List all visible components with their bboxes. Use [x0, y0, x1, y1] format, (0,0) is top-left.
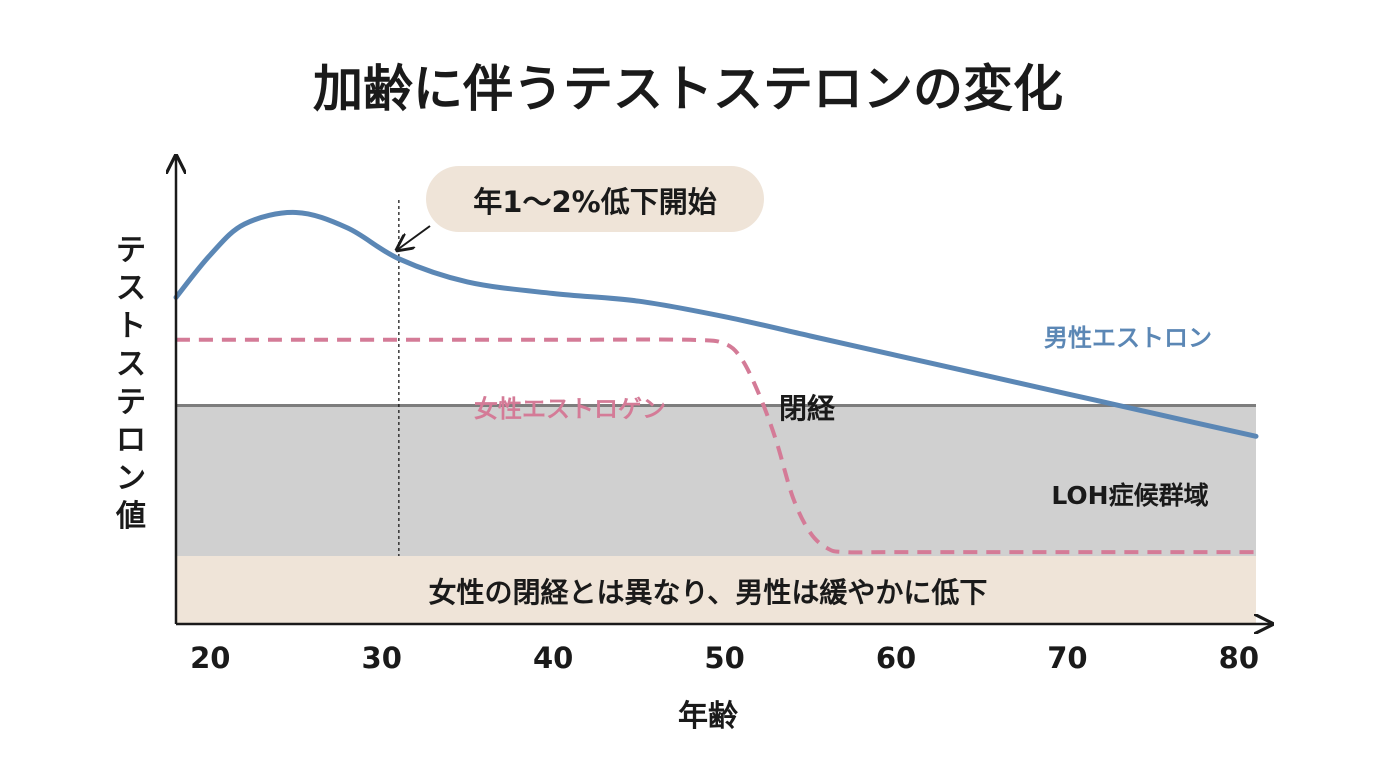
y-axis-label-char: ス [116, 271, 148, 306]
x-tick-label: 60 [876, 641, 916, 675]
y-axis-label-char: テ [116, 385, 148, 420]
series-label-male: 男性エストロン [1044, 324, 1212, 352]
y-axis-label-char: ス [116, 347, 148, 382]
note-text: 女性の閉経とは異なり、男性は緩やかに低下 [429, 576, 988, 609]
series-line-male [173, 209, 1259, 439]
callout-arrow [397, 225, 431, 250]
x-tick-label: 20 [190, 641, 230, 675]
loh-band-label: LOH症候群域 [1051, 481, 1208, 510]
y-axis-label-char: ロ [116, 423, 148, 458]
y-axis-label-char: ン [116, 461, 148, 496]
x-tick-label: 80 [1219, 641, 1259, 675]
x-tick-label: 40 [533, 641, 573, 675]
x-tick-labels: 20 30 40 50 60 70 80 [190, 641, 1259, 675]
y-axis-label-char: 値 [115, 499, 148, 534]
y-axis-label-char: テ [116, 233, 148, 268]
series-label-female: 女性エストロゲン [474, 395, 666, 423]
loh-band [176, 405, 1256, 556]
x-axis-label: 年齢 [678, 699, 738, 734]
x-tick-label: 50 [704, 641, 744, 675]
y-axis-label-char: ト [116, 309, 148, 344]
callout-text: 年1〜2%低下開始 [473, 185, 716, 219]
x-tick-label: 30 [362, 641, 402, 675]
y-axis-label: テストステロン値 [115, 233, 148, 534]
callout-bubble [426, 166, 764, 232]
series-line-female [176, 337, 1256, 555]
chart-title: 加齢に伴うテストステロンの変化 [313, 60, 1063, 118]
menopause-label: 閉経 [779, 392, 836, 425]
note-band [176, 556, 1256, 624]
x-tick-label: 70 [1047, 641, 1087, 675]
